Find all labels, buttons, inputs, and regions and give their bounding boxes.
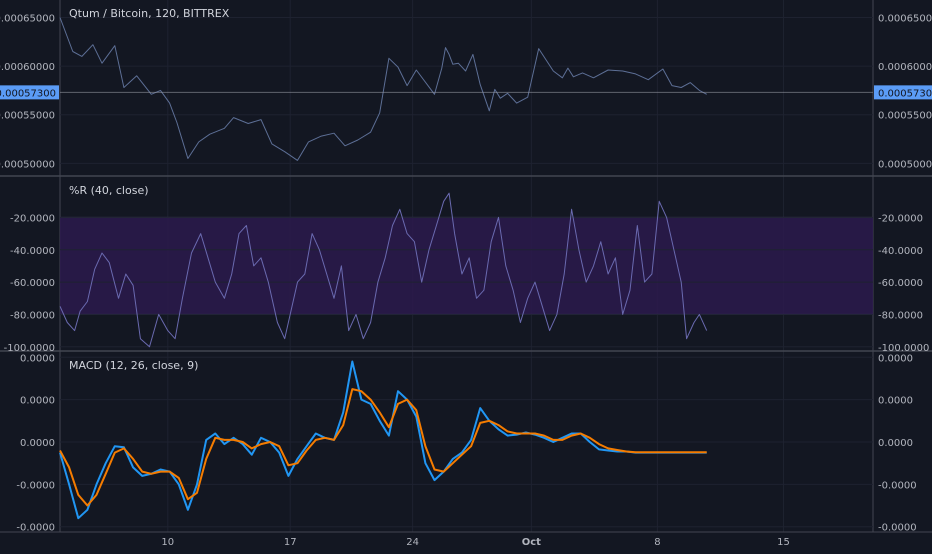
y-tick-label-left: -100.0000 xyxy=(4,343,55,354)
signal-series-line xyxy=(59,388,707,507)
y-tick-label-right: 0.0000 xyxy=(878,438,913,449)
y-tick-label-right: 0.00055000 xyxy=(878,111,932,122)
y-tick-label-left: -60.0000 xyxy=(10,278,55,289)
y-tick-label-right: 0.00050000 xyxy=(878,159,932,170)
y-tick-label-left: 0.00060000 xyxy=(0,62,55,73)
y-tick-label-left: 0.00050000 xyxy=(0,159,55,170)
y-tick-label-right: 0.0000 xyxy=(878,396,913,407)
y-tick-label-right: 0.00065000 xyxy=(878,14,932,25)
pane-2: 0.0000 0.0000 0.0000 0.0000 0.0000 0.0000 -0.0… xyxy=(16,353,916,533)
current-price-label-right: 0.00057300 xyxy=(878,88,932,99)
y-tick-label-right: -40.0000 xyxy=(878,246,923,257)
y-tick-label-right: -0.0000 xyxy=(878,523,917,534)
willr-series-line xyxy=(59,192,708,348)
y-tick-label-right: -100.0000 xyxy=(878,343,929,354)
y-tick-label-right: -60.0000 xyxy=(878,278,923,289)
y-tick-label-left: 0.00065000 xyxy=(0,14,55,25)
x-tick-label: 15 xyxy=(777,537,790,548)
y-tick-label-left: -40.0000 xyxy=(10,246,55,257)
current-price-badge-right xyxy=(874,85,932,100)
y-tick-label-left: -80.0000 xyxy=(10,310,55,321)
current-price-badge-left xyxy=(0,85,59,100)
y-tick-label-right: -80.0000 xyxy=(878,310,923,321)
current-price-label-left: 0.00057300 xyxy=(0,88,56,99)
x-tick-label: Oct xyxy=(522,537,541,548)
y-tick-label-right: -20.0000 xyxy=(878,213,923,224)
y-tick-label-left: 0.0000 xyxy=(20,438,55,449)
y-tick-label-left: -20.0000 xyxy=(10,213,55,224)
y-tick-label-left: 0.00055000 xyxy=(0,111,55,122)
y-tick-label-left: -0.0000 xyxy=(16,480,55,491)
y-tick-label-left: 0.0000 xyxy=(20,353,55,364)
pane-0: 0.00065000 0.00065000 0.00060000 0.00060000… xyxy=(0,7,932,170)
x-tick-label: 8 xyxy=(654,537,660,548)
y-tick-label-left: -0.0000 xyxy=(16,523,55,534)
pane-title-1: %R (40, close) xyxy=(69,184,149,197)
x-tick-label: 10 xyxy=(161,537,174,548)
x-tick-label: 24 xyxy=(406,537,419,548)
y-tick-label-left: 0.0000 xyxy=(20,396,55,407)
price-series-line xyxy=(59,17,707,161)
y-tick-label-right: 0.00060000 xyxy=(878,62,932,73)
pane-1: -20.0000 -20.0000 -40.0000 -40.0000 -60.0000… xyxy=(4,184,930,354)
pane-title-0: Qtum / Bitcoin, 120, BITTREX xyxy=(69,7,230,20)
y-tick-label-right: -0.0000 xyxy=(878,480,917,491)
willr-band xyxy=(60,217,873,315)
pane-title-2: MACD (12, 26, close, 9) xyxy=(69,359,198,372)
y-tick-label-right: 0.0000 xyxy=(878,353,913,364)
x-tick-label: 17 xyxy=(284,537,297,548)
